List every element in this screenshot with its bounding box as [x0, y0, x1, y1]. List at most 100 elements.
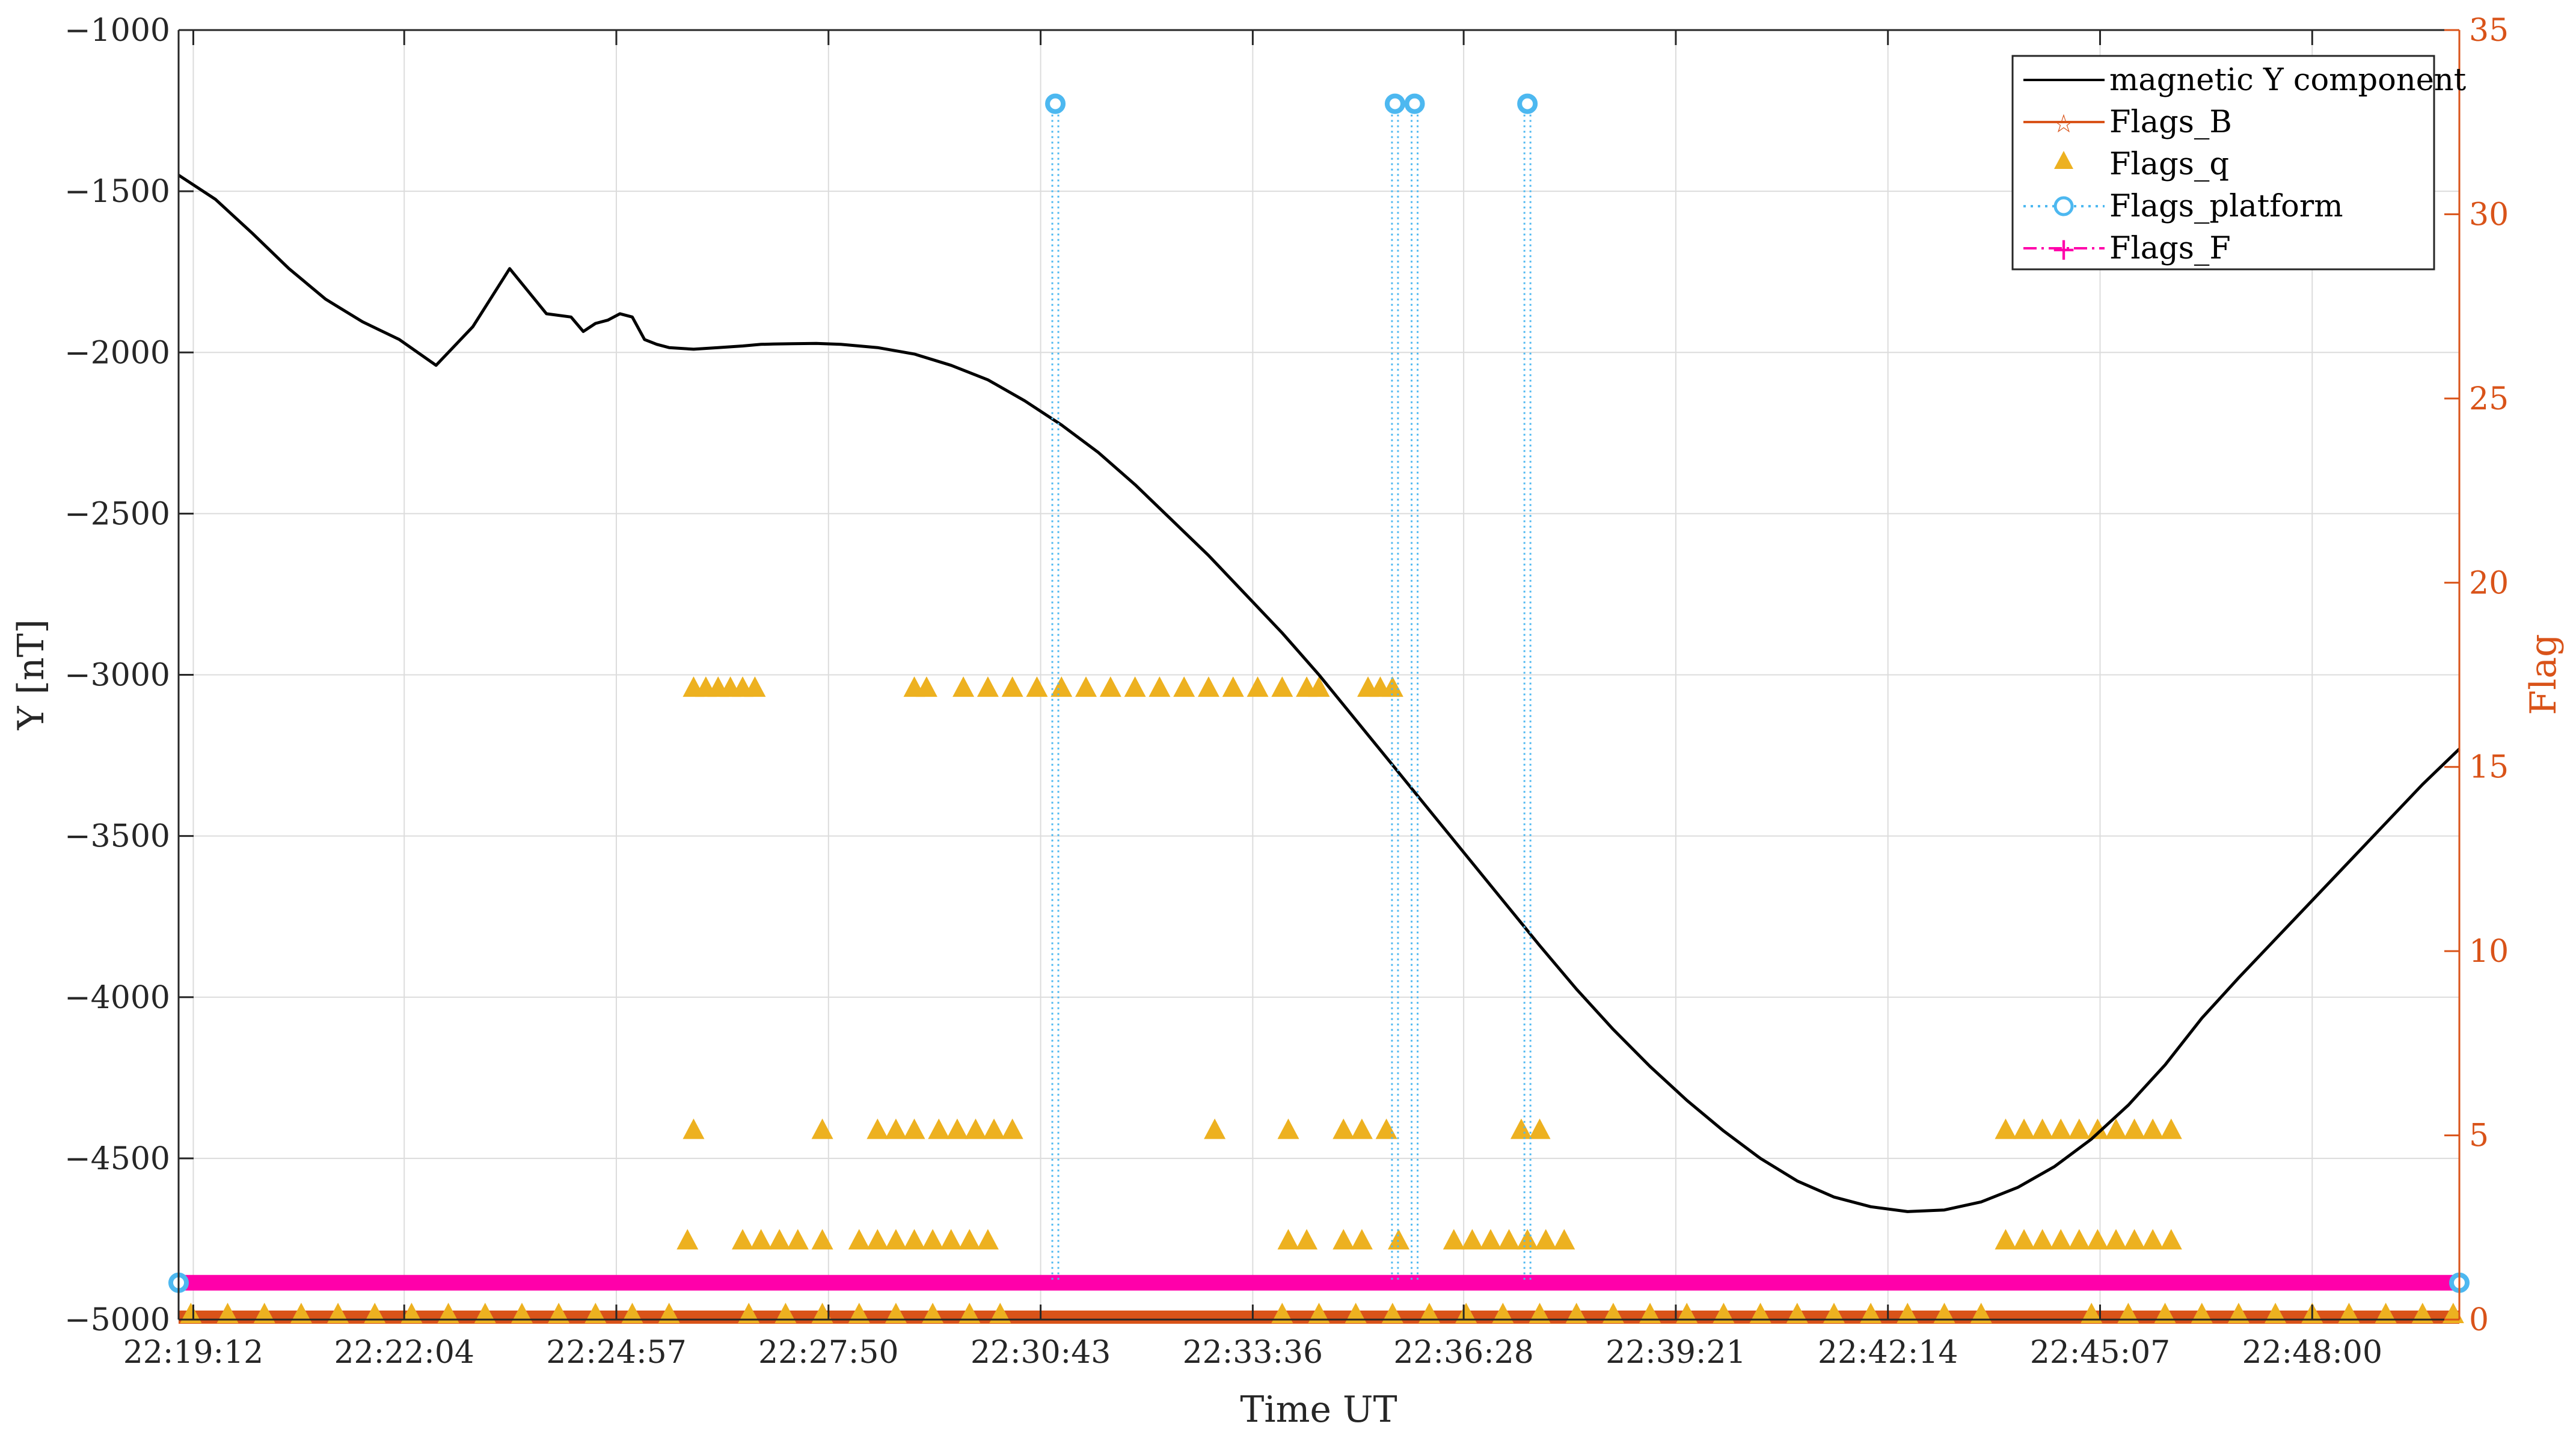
- flags-q-marker: [474, 1303, 496, 1323]
- right-tick-label: 20: [2469, 565, 2509, 601]
- flags-q-marker: [548, 1303, 570, 1323]
- flags-q-marker: [738, 1303, 760, 1323]
- flags-q-marker: [1516, 1229, 1539, 1250]
- flags-q-marker: [1535, 1229, 1557, 1250]
- flags-q-marker: [1529, 1118, 1551, 1139]
- flags-q-marker: [676, 1229, 699, 1250]
- flags-q-marker: [1388, 1229, 1410, 1250]
- magnetic-series-layer: [177, 174, 2461, 1213]
- flags-q-marker: [885, 1118, 907, 1139]
- x-tick-label: 22:33:36: [1183, 1335, 1323, 1371]
- flags-q-marker: [1351, 1118, 1373, 1139]
- flags-q-marker: [1995, 1118, 2017, 1139]
- flags-q-marker: [1296, 1229, 1318, 1250]
- flags-q-marker: [848, 1229, 870, 1250]
- flags-q-marker: [1351, 1229, 1373, 1250]
- right-tick-label: 25: [2469, 381, 2509, 417]
- legend-circle-icon: [2053, 196, 2074, 216]
- flags-q-marker: [2227, 1303, 2249, 1323]
- series-line-magnetic-y: [177, 174, 2461, 1213]
- left-tick-label: −4500: [64, 1141, 170, 1177]
- legend-plus-icon: +: [2050, 231, 2077, 268]
- flags-q-marker: [1026, 676, 1048, 697]
- legend-star-icon: ☆: [2052, 109, 2075, 138]
- flags-q-marker: [216, 1303, 239, 1323]
- flags-platform-marker: [1384, 93, 1405, 114]
- legend-entry-magnetic: magnetic Y component: [2023, 63, 2467, 98]
- flags-q-marker: [1148, 676, 1171, 697]
- flags-q-marker: [885, 1229, 907, 1250]
- flags-q-marker: [2087, 1229, 2109, 1250]
- grid: [179, 29, 2459, 1320]
- left-axis-label: Y [nT]: [10, 619, 52, 730]
- right-tick-label: 0: [2469, 1302, 2489, 1338]
- flags-q-marker: [2191, 1303, 2213, 1323]
- flags-q-marker: [928, 1118, 950, 1139]
- flags-q-marker: [2105, 1118, 2127, 1139]
- flags-q-marker: [2142, 1118, 2164, 1139]
- flags-q-marker: [811, 1229, 833, 1250]
- legend-entry-flags-q: Flags_q: [2054, 147, 2229, 182]
- flags-q-marker: [915, 676, 937, 697]
- legend-entry-flags-platform: Flags_platform: [2023, 189, 2343, 224]
- flags-q-marker: [1565, 1303, 1587, 1323]
- flags-q-marker: [2081, 1303, 2103, 1323]
- flags-q-marker: [1995, 1229, 2017, 1250]
- flags-q-marker: [1860, 1303, 1882, 1323]
- flags-q-marker: [866, 1118, 889, 1139]
- x-tick-label: 22:39:21: [1605, 1335, 1746, 1371]
- flags-q-marker: [952, 676, 975, 697]
- flags-q-marker: [1277, 1229, 1299, 1250]
- flags-q-marker: [1479, 1229, 1501, 1250]
- left-tick-label: −2500: [64, 496, 170, 532]
- flags-q-marker: [1602, 1303, 1624, 1323]
- flags-q-marker: [1271, 1303, 1293, 1323]
- flags-q-marker: [584, 1303, 607, 1323]
- flags-q-marker: [1375, 1118, 1397, 1139]
- flags-q-marker: [400, 1303, 423, 1323]
- flags-q-marker: [1332, 1229, 1355, 1250]
- flags-q-marker: [2013, 1229, 2035, 1250]
- x-tick-label: 22:19:12: [123, 1335, 264, 1371]
- flags-q-marker: [2050, 1118, 2072, 1139]
- flags-q-marker: [2338, 1303, 2360, 1323]
- left-tick-label: −3000: [64, 658, 170, 694]
- flags-q-marker: [2068, 1118, 2090, 1139]
- flags-q-marker: [327, 1303, 349, 1323]
- flags-q-marker: [1345, 1303, 1367, 1323]
- flags-platform-marker: [1045, 93, 1066, 114]
- right-tick-label: 5: [2469, 1118, 2489, 1154]
- flags-q-marker: [682, 1118, 705, 1139]
- legend: magnetic Y component ☆ Flags_B Flags_q F…: [2011, 55, 2467, 271]
- flags-q-marker: [866, 1229, 889, 1250]
- flags-q-marker: [1308, 676, 1330, 697]
- flags-q-marker: [787, 1229, 809, 1250]
- flags-q-marker: [1222, 676, 1244, 697]
- flags-q-marker: [1492, 1303, 1514, 1323]
- flags-q-marker: [1553, 1229, 1575, 1250]
- flags-q-marker: [2117, 1303, 2139, 1323]
- flags-q-marker: [1897, 1303, 1919, 1323]
- flags-q-marker: [2105, 1229, 2127, 1250]
- flags-q-marker: [2160, 1118, 2182, 1139]
- flags-q-marker: [1204, 1118, 1226, 1139]
- x-tick-label: 22:24:57: [546, 1335, 687, 1371]
- flags-q-marker: [977, 1229, 999, 1250]
- legend-triangle-icon: [2054, 151, 2073, 169]
- x-tick-label: 22:27:50: [758, 1335, 899, 1371]
- flags-q-marker: [2031, 1229, 2053, 1250]
- flags-q-marker: [511, 1303, 533, 1323]
- flags-q-marker: [1308, 1303, 1330, 1323]
- flags-q-marker: [1455, 1303, 1477, 1323]
- legend-label-flags-platform: Flags_platform: [2109, 189, 2343, 224]
- flags-q-marker: [2123, 1118, 2145, 1139]
- flags-q-marker: [732, 1229, 754, 1250]
- flags-q-marker: [1786, 1303, 1808, 1323]
- flags-q-marker: [1676, 1303, 1698, 1323]
- flags-q-marker: [1075, 676, 1097, 697]
- flags-q-marker: [964, 1118, 987, 1139]
- flags-q-marker: [946, 1118, 968, 1139]
- flags-q-marker: [1001, 1118, 1023, 1139]
- flags-q-marker: [1749, 1303, 1771, 1323]
- left-tick-labels: −1000 −1500 −2000 −2500 −3000 −3500 −4000 −4500…: [64, 13, 194, 1338]
